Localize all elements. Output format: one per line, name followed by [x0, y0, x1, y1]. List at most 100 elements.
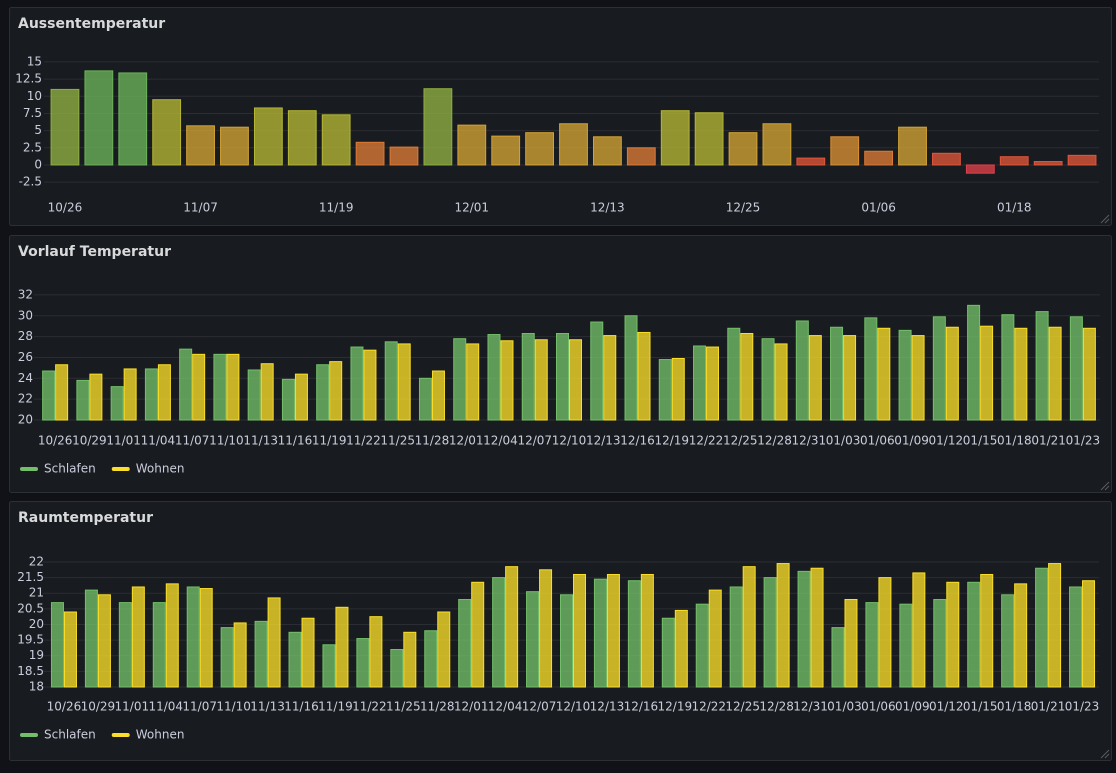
- x-tick-label: 12/25: [723, 434, 758, 448]
- x-tick-label: 12/01: [449, 434, 484, 448]
- bar: [118, 602, 132, 688]
- bar: [226, 353, 240, 421]
- x-tick-label: 12/07: [522, 700, 557, 714]
- bar: [84, 589, 98, 688]
- y-tick-label: 18: [29, 680, 44, 694]
- bar: [213, 353, 227, 421]
- x-tick-label: 12/16: [624, 700, 659, 714]
- bar: [761, 338, 775, 421]
- x-tick-label: 12/22: [691, 700, 726, 714]
- x-tick-label: 11/22: [346, 434, 381, 448]
- bar: [708, 589, 722, 688]
- bar: [437, 611, 451, 688]
- bar: [671, 358, 685, 421]
- bar: [165, 583, 179, 688]
- bar: [899, 603, 913, 688]
- x-tick-label: 01/12: [929, 434, 964, 448]
- panel-title: Raumtemperatur: [18, 510, 153, 526]
- x-tick-label: 01/21: [1031, 434, 1066, 448]
- bar: [556, 332, 569, 421]
- x-tick-label: 11/01: [106, 434, 141, 448]
- x-tick-label: 12/04: [488, 700, 523, 714]
- x-tick-label: 11/19: [319, 201, 354, 215]
- bar: [999, 156, 1029, 166]
- y-tick-label: 0: [34, 157, 42, 171]
- bar: [63, 611, 77, 688]
- bar: [878, 577, 892, 688]
- legend-label: Schlafen: [44, 728, 96, 742]
- bar: [384, 341, 398, 421]
- x-tick-label: 11/16: [284, 700, 319, 714]
- bar: [728, 132, 758, 166]
- bar: [55, 364, 69, 421]
- x-tick-label: 01/06: [861, 201, 896, 215]
- bar: [267, 597, 281, 688]
- bar: [1035, 567, 1049, 688]
- bar: [152, 99, 182, 166]
- y-tick-label: -2.5: [19, 175, 42, 189]
- y-tick-label: 15: [27, 54, 42, 68]
- x-tick-label: 11/28: [415, 434, 450, 448]
- y-tick-label: 26: [18, 350, 33, 364]
- bar: [526, 591, 540, 688]
- bar: [233, 622, 247, 688]
- bar: [350, 346, 364, 421]
- bar: [1048, 326, 1062, 421]
- bar: [301, 617, 315, 688]
- bar: [457, 124, 487, 166]
- bar: [569, 339, 582, 421]
- x-tick-label: 12/16: [620, 434, 655, 448]
- x-tick-label: 12/13: [590, 201, 625, 215]
- y-tick-label: 18.5: [17, 664, 44, 678]
- legend-label: Schlafen: [44, 462, 96, 476]
- bar: [453, 338, 467, 421]
- bar: [946, 581, 960, 688]
- bar: [706, 346, 720, 421]
- bar: [487, 334, 501, 421]
- bar: [1048, 563, 1062, 688]
- resize-handle[interactable]: [1100, 214, 1110, 759]
- bar: [797, 570, 811, 688]
- x-tick-label: 11/13: [243, 434, 278, 448]
- x-tick-label: 12/04: [483, 434, 518, 448]
- bar: [157, 364, 171, 421]
- x-tick-label: 12/28: [759, 700, 794, 714]
- bar: [660, 110, 690, 166]
- x-tick-label: 11/22: [352, 700, 387, 714]
- y-tick-label: 12.5: [15, 72, 42, 86]
- legend-label: Wohnen: [136, 462, 185, 476]
- bar: [281, 378, 295, 421]
- x-tick-label: 01/12: [929, 700, 964, 714]
- bar: [89, 373, 103, 421]
- bar: [288, 631, 302, 688]
- bar: [796, 157, 826, 166]
- bar: [967, 581, 981, 688]
- x-tick-label: 12/13: [586, 434, 621, 448]
- bar: [260, 363, 274, 421]
- bar: [466, 343, 480, 421]
- bar: [844, 598, 858, 688]
- bar: [624, 315, 638, 421]
- bar: [316, 364, 330, 421]
- y-tick-label: 19.5: [17, 633, 44, 647]
- bar: [294, 373, 308, 421]
- bar: [727, 327, 741, 421]
- bar: [932, 316, 946, 421]
- bar: [329, 361, 343, 421]
- x-tick-label: 10/26: [47, 700, 82, 714]
- bar: [144, 368, 158, 421]
- x-tick-label: 11/13: [250, 700, 285, 714]
- bar: [492, 577, 506, 688]
- bar: [693, 345, 707, 421]
- bar: [50, 602, 64, 688]
- bar: [403, 631, 417, 688]
- x-tick-label: 11/10: [209, 434, 244, 448]
- bar: [1082, 327, 1096, 421]
- panel-title: Vorlauf Temperatur: [18, 244, 171, 260]
- bar: [152, 602, 166, 688]
- bar: [534, 339, 548, 421]
- bar: [774, 343, 788, 421]
- x-tick-label: 01/21: [1031, 700, 1066, 714]
- y-tick-label: 24: [18, 371, 33, 385]
